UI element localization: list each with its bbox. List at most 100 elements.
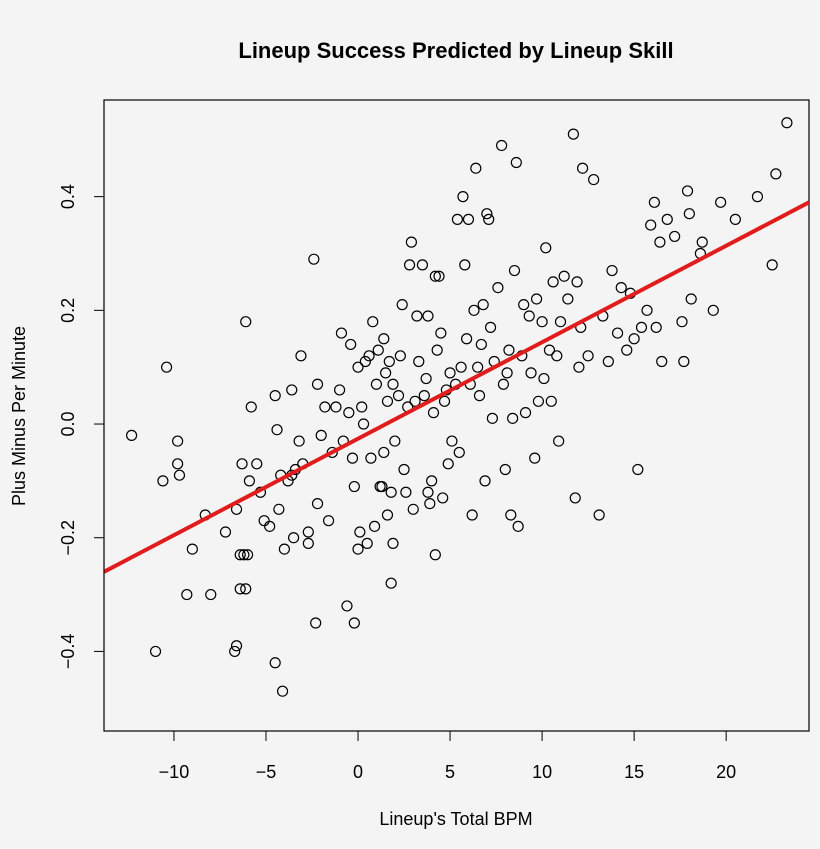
data-point (368, 520, 381, 532)
data-point (484, 321, 497, 333)
data-point (341, 600, 353, 612)
data-point (547, 276, 559, 288)
data-point (173, 469, 186, 481)
data-point (172, 458, 184, 470)
data-point (518, 299, 530, 311)
data-point (403, 259, 416, 271)
data-point (273, 503, 285, 515)
data-point (346, 452, 359, 464)
data-point (315, 429, 327, 441)
y-tick-label: −0.4 (58, 634, 78, 670)
x-tick-label: 0 (353, 762, 363, 782)
data-point (234, 549, 246, 561)
data-point (302, 537, 314, 550)
data-point (538, 372, 550, 385)
data-point (669, 230, 681, 243)
data-point (411, 310, 423, 322)
data-point (352, 361, 364, 373)
data-point (442, 458, 454, 470)
data-point (536, 316, 548, 328)
data-point (278, 543, 290, 555)
data-point (475, 338, 487, 351)
data-point (420, 372, 432, 385)
data-point (219, 526, 232, 538)
data-point (519, 407, 532, 419)
data-point (676, 316, 688, 328)
data-point (444, 367, 456, 379)
data-point (497, 378, 510, 390)
y-tick-label: 0.4 (58, 184, 78, 209)
data-point (409, 395, 421, 407)
data-point (501, 367, 513, 379)
data-point (781, 117, 793, 129)
regression-line (103, 200, 810, 574)
data-point (311, 498, 324, 510)
x-axis-label: Lineup's Total BPM (379, 809, 532, 829)
data-point (433, 270, 445, 282)
data-point (348, 617, 360, 629)
y-tick-label: −0.2 (58, 520, 78, 556)
data-point (461, 333, 473, 345)
data-point (508, 264, 521, 277)
data-point (650, 321, 662, 333)
data-point (483, 213, 495, 225)
data-point (525, 367, 537, 379)
data-point (330, 401, 342, 413)
y-axis: −0.4 −0.2 0.0 0.2 0.4 (58, 184, 105, 670)
data-point (681, 185, 694, 197)
data-point (507, 412, 519, 424)
data-point (357, 418, 370, 430)
data-point (446, 435, 458, 447)
data-point (751, 191, 764, 203)
y-tick-label: 0.0 (58, 412, 78, 437)
data-point (385, 577, 397, 589)
data-point (126, 429, 138, 441)
data-point (707, 304, 719, 316)
data-point (334, 384, 346, 396)
x-tick-label: 20 (716, 762, 736, 782)
data-point (499, 463, 511, 476)
data-point (431, 344, 443, 356)
data-point (413, 355, 425, 368)
data-point (295, 350, 307, 362)
data-point (416, 259, 429, 271)
data-point (376, 480, 388, 493)
data-point (378, 333, 390, 345)
data-point (245, 401, 257, 413)
data-point (387, 537, 399, 550)
data-point (472, 361, 484, 373)
data-point (453, 446, 465, 459)
data-point (602, 355, 614, 368)
data-point (426, 475, 438, 487)
data-point (492, 281, 504, 294)
data-point (181, 588, 193, 601)
data-point (567, 128, 579, 140)
data-point (588, 173, 600, 186)
data-point (310, 617, 322, 629)
data-point (571, 276, 583, 288)
data-point (293, 435, 305, 447)
data-point (387, 378, 399, 390)
data-point (271, 424, 283, 436)
data-point (523, 310, 535, 322)
data-point (641, 304, 653, 316)
data-point (685, 293, 697, 305)
data-point (276, 685, 289, 697)
data-point (468, 304, 480, 316)
data-point (241, 549, 254, 561)
data-point (326, 446, 338, 459)
data-point (381, 395, 394, 407)
data-point (405, 236, 418, 248)
data-point (392, 390, 405, 402)
data-point (229, 645, 241, 658)
data-point (656, 355, 668, 368)
data-point (157, 475, 169, 487)
data-point (269, 390, 281, 402)
data-point (394, 350, 406, 362)
data-point (422, 310, 434, 322)
data-point (451, 213, 464, 225)
data-point (505, 509, 517, 521)
data-point (540, 242, 552, 254)
x-tick-label: −10 (159, 762, 190, 782)
